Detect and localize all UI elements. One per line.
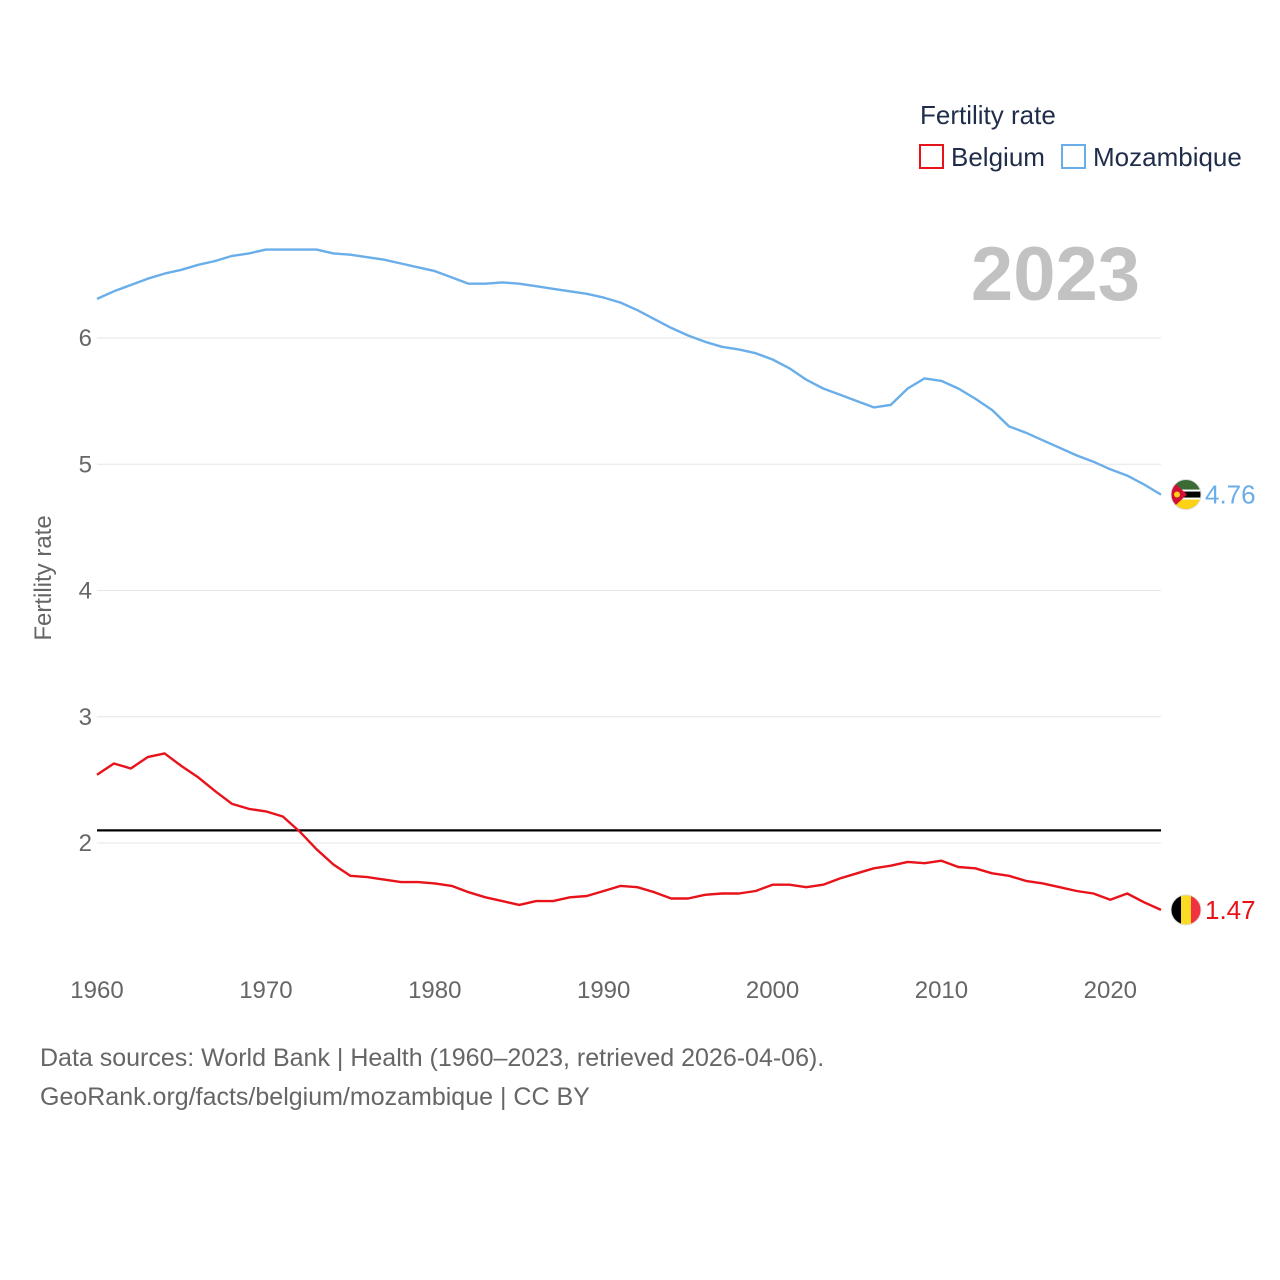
series-line-mozambique[interactable] <box>96 248 1162 496</box>
x-tick-label: 2000 <box>746 977 799 1004</box>
y-tick-label: 4 <box>79 578 92 605</box>
y-tick-label: 6 <box>79 325 92 352</box>
legend-swatch-mozambique[interactable] <box>1061 144 1086 169</box>
data-source-text: Data sources: World Bank | Health (1960–… <box>40 1044 825 1072</box>
end-value-mozambique: 4.76 <box>1205 480 1256 510</box>
y-tick-label: 2 <box>79 830 92 857</box>
x-tick-label: 1990 <box>577 977 630 1004</box>
y-tick-label: 3 <box>79 704 92 731</box>
end-value-belgium: 1.47 <box>1205 895 1256 925</box>
y-axis-ticks: 2 3 4 5 6 <box>79 325 92 857</box>
gridlines <box>97 337 1161 844</box>
legend-label-belgium[interactable]: Belgium <box>951 142 1045 172</box>
legend-label-mozambique[interactable]: Mozambique <box>1093 142 1242 172</box>
y-axis-label: Fertility rate <box>30 515 57 640</box>
x-tick-label: 2020 <box>1084 977 1137 1004</box>
series-lines <box>96 248 1162 911</box>
y-tick-label: 5 <box>79 451 92 478</box>
x-tick-label: 1980 <box>408 977 461 1004</box>
legend-swatch-belgium[interactable] <box>919 144 944 169</box>
series-line-belgium[interactable] <box>96 752 1162 911</box>
flag-mozambique-icon <box>1170 479 1202 511</box>
legend: Fertility rate Belgium Mozambique <box>919 100 1242 172</box>
x-tick-label: 1960 <box>70 977 123 1004</box>
flag-belgium-icon <box>1170 894 1202 926</box>
x-tick-label: 1970 <box>239 977 292 1004</box>
attribution-link[interactable]: GeoRank.org/facts/belgium/mozambique | C… <box>40 1083 590 1111</box>
legend-title: Fertility rate <box>920 100 1056 130</box>
x-axis-ticks: 1960 1970 1980 1990 2000 2010 2020 <box>70 977 1137 1004</box>
x-tick-label: 2010 <box>915 977 968 1004</box>
current-year-label: 2023 <box>971 232 1140 317</box>
series-end-markers: 4.76 1.47 <box>1170 479 1256 926</box>
